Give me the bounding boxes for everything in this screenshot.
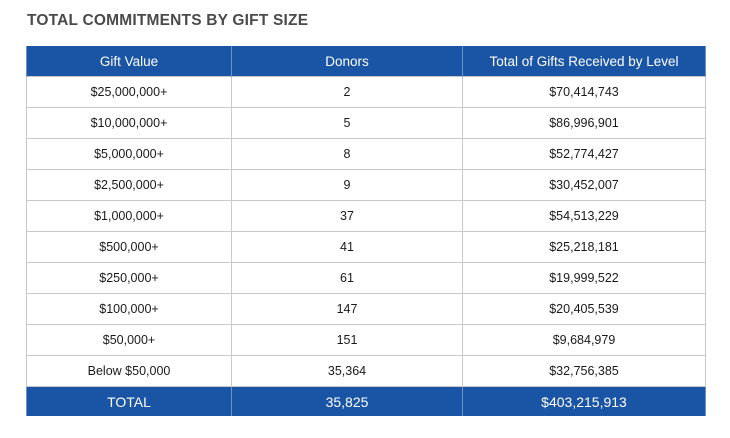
header-total-gifts: Total of Gifts Received by Level xyxy=(462,46,706,77)
table-header: Gift Value Donors Total of Gifts Receive… xyxy=(26,46,706,77)
table-row: $2,500,000+ 9 $30,452,007 xyxy=(26,169,706,201)
gift-value-cell: $25,000,000+ xyxy=(26,76,232,108)
total-donors: 35,825 xyxy=(231,386,463,416)
table-row: $10,000,000+ 5 $86,996,901 xyxy=(26,107,706,139)
gift-value-cell: $1,000,000+ xyxy=(26,200,232,232)
gift-value-cell: $100,000+ xyxy=(26,293,232,325)
donors-cell: 2 xyxy=(231,76,463,108)
table-footer: TOTAL 35,825 $403,215,913 xyxy=(26,386,706,416)
donors-cell: 8 xyxy=(231,138,463,170)
gift-value-cell: $50,000+ xyxy=(26,324,232,356)
total-gifts-cell: $52,774,427 xyxy=(462,138,706,170)
total-gifts-cell: $19,999,522 xyxy=(462,262,706,294)
donors-cell: 61 xyxy=(231,262,463,294)
total-gifts-cell: $20,405,539 xyxy=(462,293,706,325)
total-gifts-cell: $70,414,743 xyxy=(462,76,706,108)
gift-size-table: Gift Value Donors Total of Gifts Receive… xyxy=(26,46,706,416)
total-gifts-cell: $9,684,979 xyxy=(462,324,706,356)
table-row: $5,000,000+ 8 $52,774,427 xyxy=(26,138,706,170)
total-gifts-cell: $54,513,229 xyxy=(462,200,706,232)
donors-cell: 147 xyxy=(231,293,463,325)
donors-cell: 37 xyxy=(231,200,463,232)
total-gifts-cell: $86,996,901 xyxy=(462,107,706,139)
table-row: $500,000+ 41 $25,218,181 xyxy=(26,231,706,263)
donors-cell: 5 xyxy=(231,107,463,139)
total-gifts-cell: $32,756,385 xyxy=(462,355,706,387)
table-row: Below $50,000 35,364 $32,756,385 xyxy=(26,355,706,387)
gift-value-cell: $10,000,000+ xyxy=(26,107,232,139)
total-gifts-cell: $25,218,181 xyxy=(462,231,706,263)
total-row: TOTAL 35,825 $403,215,913 xyxy=(26,386,706,416)
gift-value-cell: $500,000+ xyxy=(26,231,232,263)
total-label: TOTAL xyxy=(26,386,232,416)
gift-value-cell: $5,000,000+ xyxy=(26,138,232,170)
donors-cell: 35,364 xyxy=(231,355,463,387)
donors-cell: 151 xyxy=(231,324,463,356)
donors-cell: 9 xyxy=(231,169,463,201)
donors-cell: 41 xyxy=(231,231,463,263)
gift-value-cell: Below $50,000 xyxy=(26,355,232,387)
table-row: $50,000+ 151 $9,684,979 xyxy=(26,324,706,356)
total-gifts-amount: $403,215,913 xyxy=(462,386,706,416)
table-row: $25,000,000+ 2 $70,414,743 xyxy=(26,76,706,108)
gift-value-cell: $2,500,000+ xyxy=(26,169,232,201)
table-body: $25,000,000+ 2 $70,414,743 $10,000,000+ … xyxy=(26,76,706,387)
total-gifts-cell: $30,452,007 xyxy=(462,169,706,201)
table-row: $250,000+ 61 $19,999,522 xyxy=(26,262,706,294)
header-donors: Donors xyxy=(231,46,463,77)
table-row: $1,000,000+ 37 $54,513,229 xyxy=(26,200,706,232)
header-gift-value: Gift Value xyxy=(26,46,232,77)
page-title: TOTAL COMMITMENTS BY GIFT SIZE xyxy=(27,12,309,29)
table-row: $100,000+ 147 $20,405,539 xyxy=(26,293,706,325)
gift-value-cell: $250,000+ xyxy=(26,262,232,294)
header-row: Gift Value Donors Total of Gifts Receive… xyxy=(26,46,706,77)
